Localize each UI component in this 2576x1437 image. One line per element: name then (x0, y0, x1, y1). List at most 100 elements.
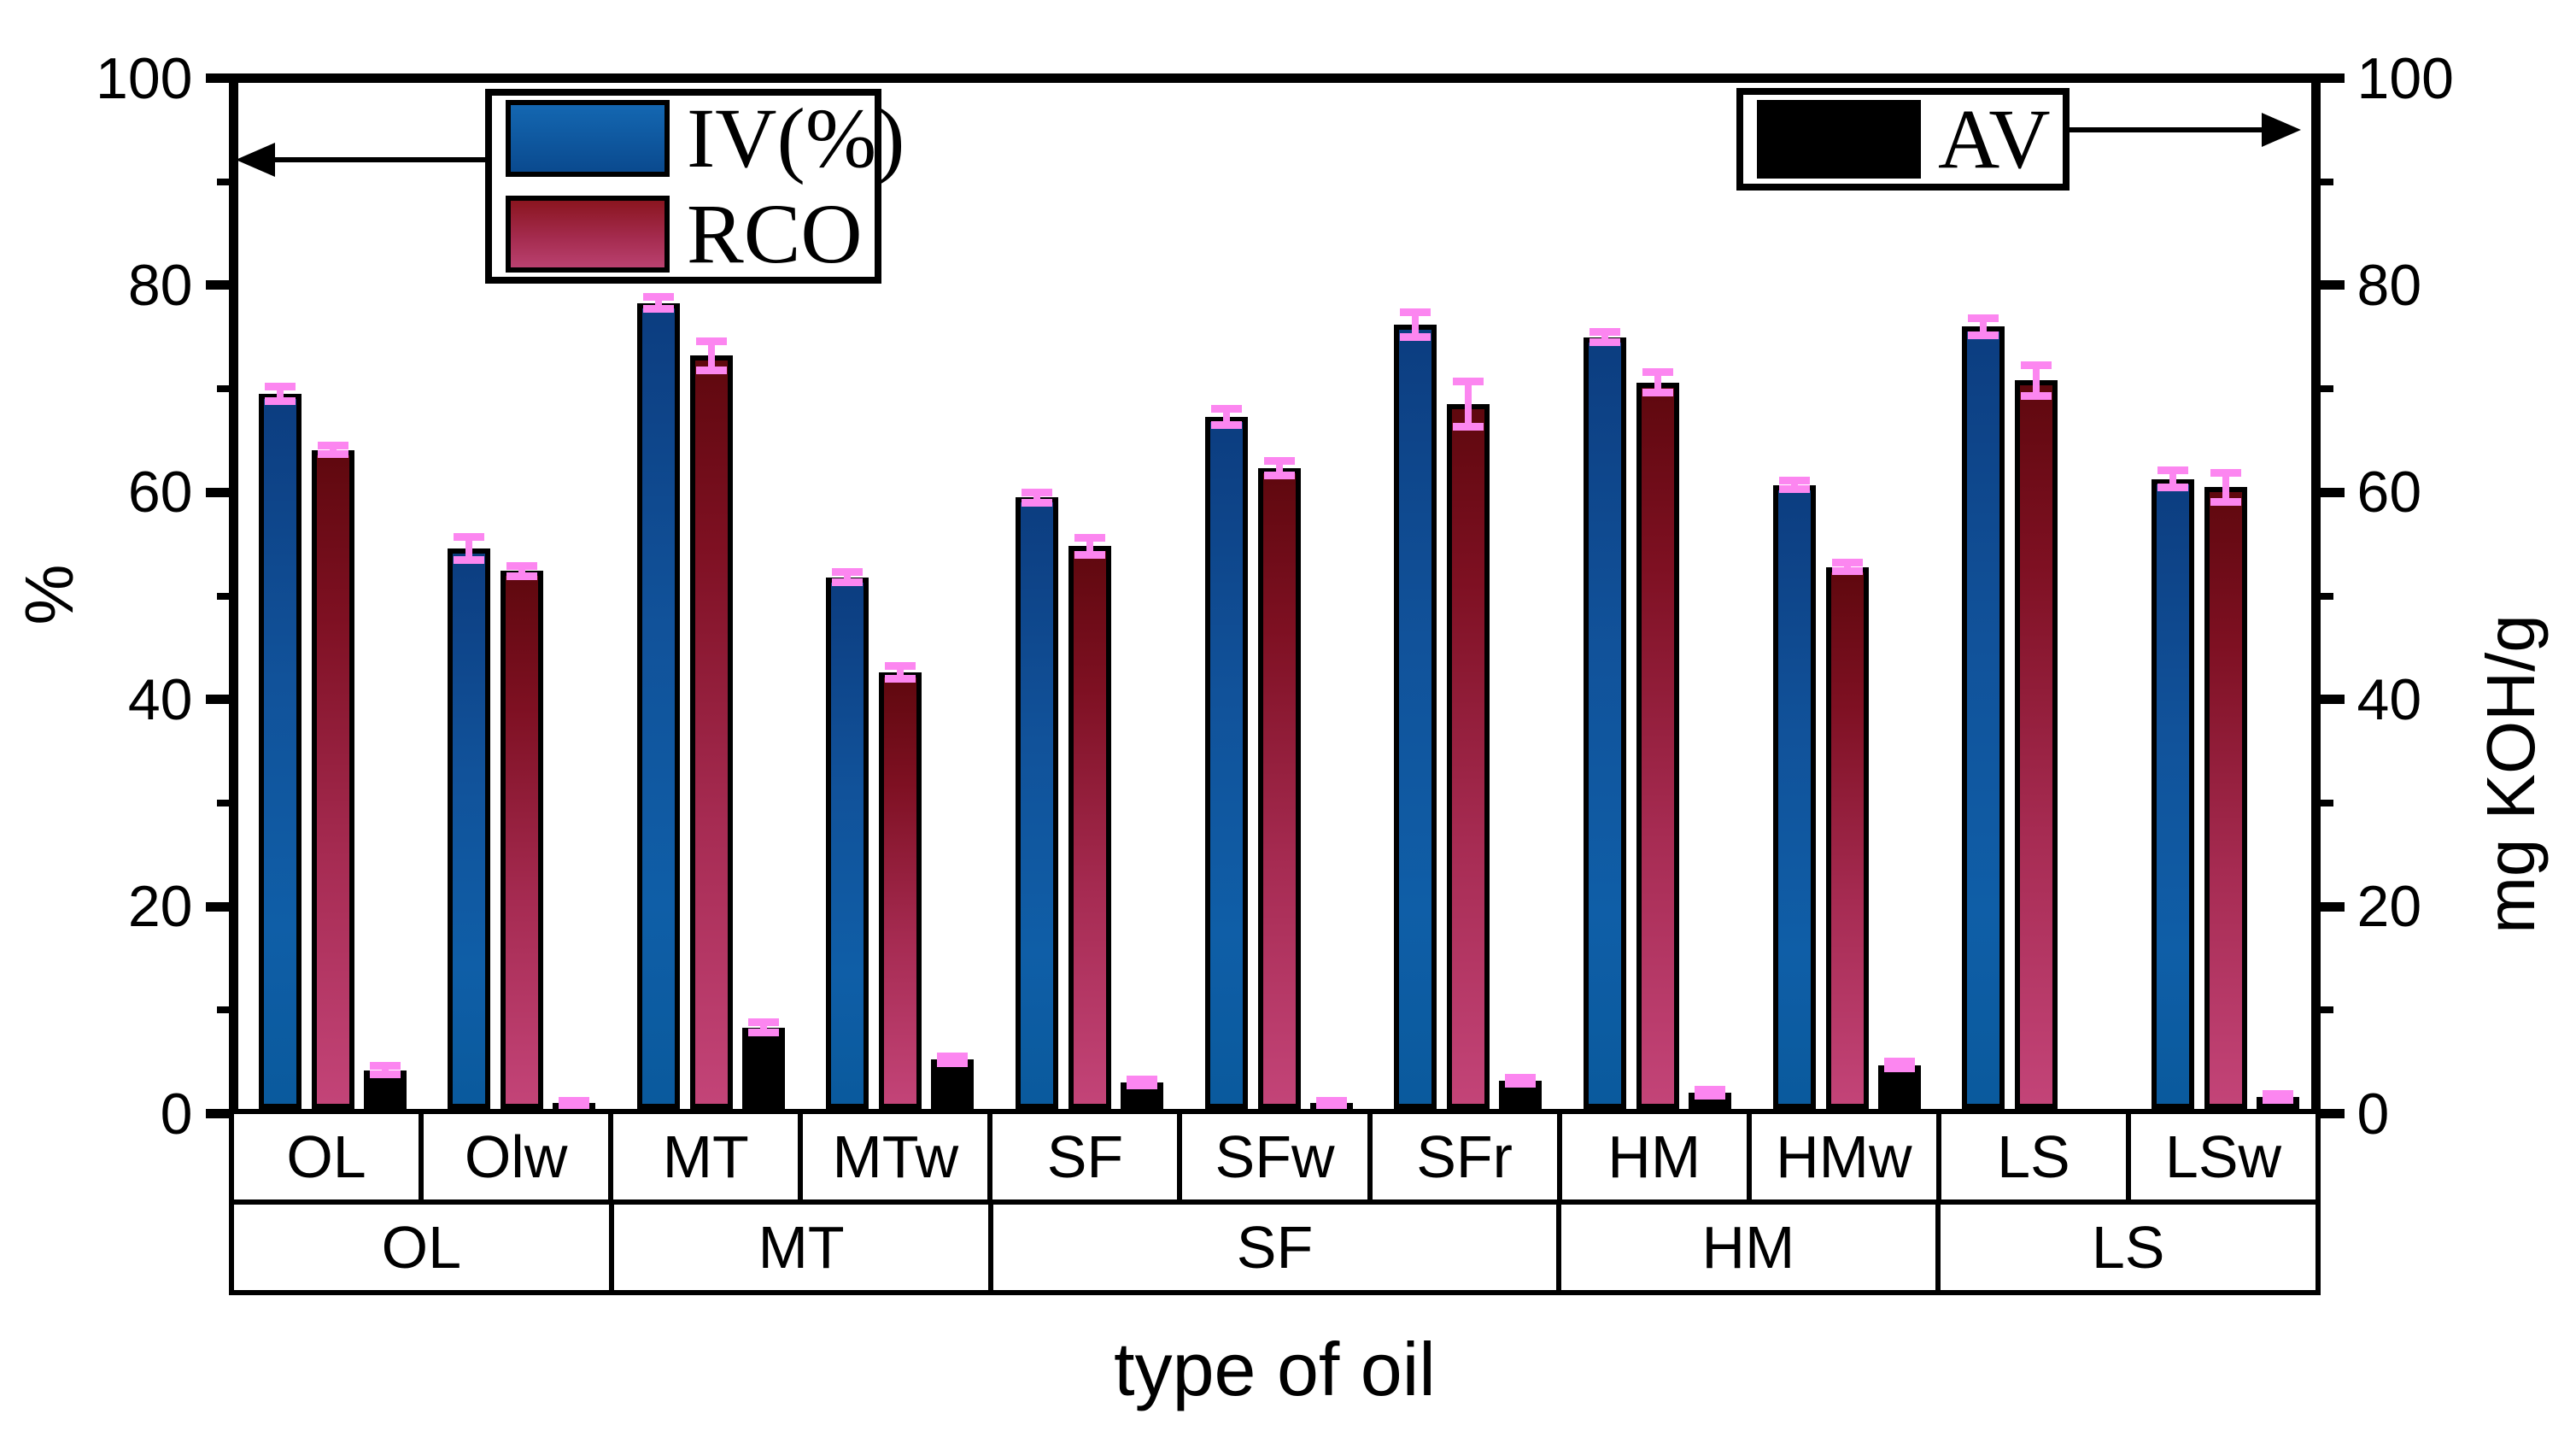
error-bar-cap (2262, 1089, 2293, 1098)
error-bar-cap (1453, 378, 1484, 386)
subgroup-label-LS: LS (1935, 1109, 2131, 1205)
left-arrow-shaft (268, 157, 485, 162)
error-bar-cap (885, 662, 916, 671)
iv-bar-LSw (2151, 478, 2194, 1109)
error-bar-cap (1883, 1058, 1915, 1066)
error-bar-cap (1968, 331, 1999, 339)
left-major-tick (205, 695, 234, 705)
error-bar-shaft (2222, 472, 2229, 502)
error-bar-cap (1694, 1092, 1725, 1100)
error-bar-cap (2157, 466, 2188, 475)
iv-bar-SFw (1204, 416, 1248, 1109)
error-bar-cap (1589, 327, 1620, 336)
right-axis-title: mg KOH/g (2472, 603, 2550, 945)
rco-bar-HM (1636, 382, 1679, 1109)
av-bar-MTw (931, 1059, 975, 1109)
x-axis-title: type of oil (229, 1326, 2321, 1413)
error-bar-cap (747, 1018, 779, 1027)
error-bar-cap (1505, 1073, 1537, 1082)
error-bar-shaft (329, 445, 337, 455)
error-bar-cap (642, 305, 674, 314)
rco-bar-Olw (501, 571, 544, 1109)
legend-label-rco: RCO (687, 186, 863, 281)
group-label-SF: SF (988, 1199, 1561, 1295)
left-minor-tick (216, 385, 234, 393)
error-bar-shaft (1843, 562, 1851, 572)
left-tick-label: 20 (127, 874, 193, 940)
iv-bar-LS (1962, 326, 2005, 1109)
rco-bar-MT (689, 355, 733, 1109)
error-bar-cap (559, 1097, 590, 1106)
rco-bar-SFr (1447, 404, 1490, 1109)
error-bar-shaft (1222, 408, 1230, 425)
error-bar-cap (506, 561, 538, 570)
right-tick-label: 100 (2356, 45, 2454, 111)
error-bar-cap (1022, 488, 1053, 496)
error-bar-cap (832, 568, 864, 577)
error-bar-cap (2210, 497, 2241, 506)
right-major-tick (2315, 487, 2345, 497)
error-bar-shaft (844, 572, 852, 583)
right-tick-label: 60 (2356, 460, 2422, 525)
subgroup-label-HM: HM (1556, 1109, 1752, 1205)
error-bar-cap (369, 1070, 401, 1078)
right-tick-label: 0 (2356, 1081, 2390, 1147)
right-minor-tick (2315, 1006, 2333, 1014)
error-bar-cap (559, 1101, 590, 1110)
error-bar-cap (885, 674, 916, 683)
iv-bar-MT (636, 302, 680, 1109)
left-minor-tick (216, 592, 234, 600)
error-bar-shaft (1654, 372, 1661, 393)
error-bar-cap (264, 383, 296, 391)
av-swatch-icon (1757, 100, 1921, 179)
left-axis-title: % (10, 492, 89, 697)
rco-bar-MTw (879, 672, 922, 1109)
error-bar-cap (2021, 392, 2052, 401)
right-tick-label: 40 (2356, 666, 2422, 732)
rco-swatch-icon (506, 196, 670, 273)
error-bar-cap (369, 1062, 401, 1070)
error-bar-cap (1453, 423, 1484, 431)
iv-bar-Olw (448, 548, 491, 1109)
error-bar-cap (317, 449, 348, 458)
error-bar-cap (1210, 421, 1242, 430)
right-major-tick (2315, 901, 2345, 912)
error-bar-cap (642, 292, 674, 301)
right-arrow-icon (2262, 113, 2301, 147)
iv-bar-SFr (1394, 324, 1437, 1109)
subgroup-label-LSw: LSw (2125, 1109, 2321, 1205)
error-bar-cap (454, 555, 485, 564)
legend-row-av: AV (1743, 95, 2063, 184)
right-tick-label: 80 (2356, 252, 2422, 318)
group-label-LS: LS (1935, 1199, 2321, 1295)
error-bar-cap (1315, 1101, 1347, 1110)
error-bar-cap (1505, 1079, 1537, 1088)
error-bar-cap (747, 1029, 779, 1037)
error-bar-shaft (2033, 365, 2040, 396)
legend-av: AV (1736, 88, 2070, 191)
left-tick-label: 100 (96, 45, 193, 111)
error-bar-shaft (465, 537, 473, 560)
error-bar-cap (1831, 566, 1863, 575)
error-bar-cap (1263, 457, 1295, 466)
legend-row-rco: RCO (492, 190, 875, 279)
rco-bar-HMw (1825, 566, 1869, 1109)
legend-iv-rco: IV(%) RCO (485, 89, 905, 284)
left-major-tick (205, 73, 234, 83)
right-tick-label: 20 (2356, 874, 2422, 940)
error-bar-shaft (381, 1065, 389, 1075)
error-bar-cap (2210, 468, 2241, 477)
error-bar-shaft (1465, 381, 1472, 427)
left-major-tick (205, 901, 234, 912)
error-bar-shaft (1086, 537, 1094, 555)
error-bar-cap (1074, 534, 1106, 543)
error-bar-cap (264, 397, 296, 406)
left-axis-title-text: % (11, 564, 87, 625)
error-bar-cap (832, 578, 864, 587)
error-bar-cap (1642, 389, 1673, 397)
iv-bar-HM (1583, 337, 1626, 1109)
iv-bar-HMw (1772, 484, 1816, 1109)
rco-bar-LSw (2204, 487, 2247, 1109)
error-bar-cap (317, 442, 348, 450)
